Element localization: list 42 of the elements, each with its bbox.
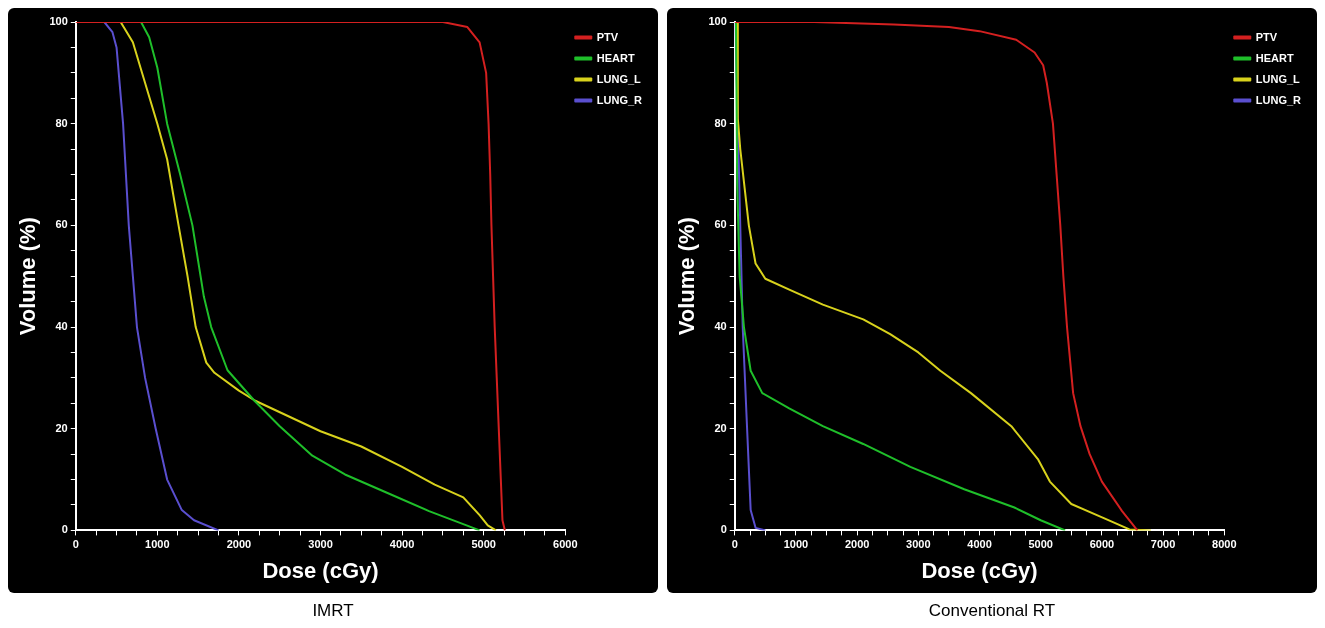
- y-tick-label: 80: [55, 116, 68, 129]
- x-tick-label: 7000: [1150, 538, 1176, 551]
- legend-label: PTV: [596, 30, 619, 43]
- x-axis-title: Dose (cGy): [262, 557, 379, 583]
- text: IMRT: [311, 601, 355, 621]
- x-tick-label: 5000: [1028, 538, 1053, 551]
- y-tick-label: 60: [714, 218, 727, 231]
- legend-label: LUNG_R: [1255, 93, 1302, 106]
- y-tick-label: 40: [714, 320, 727, 333]
- y-tick-label: 80: [714, 116, 727, 129]
- y-tick-label: 0: [61, 523, 68, 536]
- legend-label: PTV: [1255, 30, 1278, 43]
- x-tick-label: 0: [72, 538, 79, 551]
- x-tick-label: 2000: [226, 538, 252, 551]
- legend-label: HEART: [596, 51, 635, 64]
- y-axis-title: Volume (%): [674, 217, 700, 336]
- y-tick-label: 20: [714, 421, 727, 434]
- x-tick-label: 0: [731, 538, 738, 551]
- x-tick-label: 4000: [967, 538, 992, 551]
- x-tick-label: 1000: [783, 538, 809, 551]
- x-tick-label: 1000: [145, 538, 170, 551]
- y-tick-label: 20: [55, 421, 68, 434]
- x-tick-label: 6000: [1089, 538, 1115, 551]
- x-axis-title: Dose (cGy): [921, 557, 1038, 583]
- legend-label: LUNG_R: [596, 93, 643, 106]
- y-tick-label: 100: [708, 15, 727, 28]
- x-tick-label: 3000: [906, 538, 931, 551]
- y-tick-label: 100: [49, 15, 68, 28]
- y-tick-label: 40: [55, 320, 68, 333]
- x-tick-label: 4000: [389, 538, 415, 551]
- x-tick-label: 8000: [1212, 538, 1237, 551]
- legend-label: LUNG_L: [596, 72, 642, 85]
- x-tick-label: 6000: [553, 538, 578, 551]
- legend-label: HEART: [1255, 51, 1294, 64]
- x-tick-label: 5000: [471, 538, 496, 551]
- y-axis-title: Volume (%): [15, 217, 41, 336]
- text: Conventional RT: [927, 601, 1057, 621]
- legend-label: LUNG_L: [1255, 72, 1301, 85]
- y-tick-label: 60: [55, 218, 68, 231]
- x-tick-label: 3000: [308, 538, 333, 551]
- y-tick-label: 0: [720, 523, 727, 536]
- x-tick-label: 2000: [844, 538, 870, 551]
